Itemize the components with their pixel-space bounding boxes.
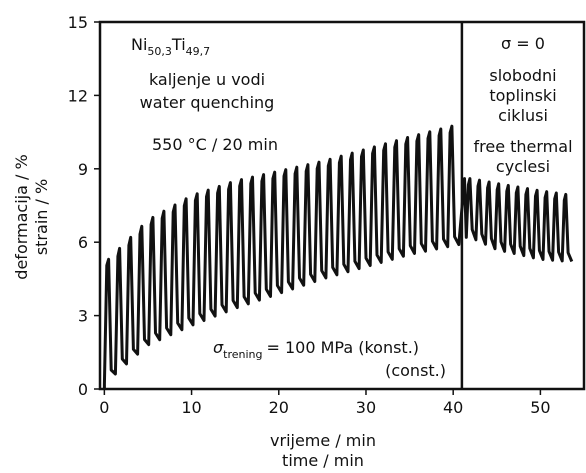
quench-label-en: water quenching bbox=[140, 93, 275, 112]
training-stress-const: (const.) bbox=[385, 361, 446, 380]
y-tick-label-12: 12 bbox=[68, 86, 88, 105]
x-tick-label-30: 30 bbox=[356, 398, 376, 417]
alloy-element-ti: Ti bbox=[171, 35, 186, 54]
y-tick-label-9: 9 bbox=[78, 160, 88, 179]
y-tick-label-0: 0 bbox=[78, 380, 88, 399]
y-tick-label-3: 3 bbox=[78, 307, 88, 326]
x-tick-label-40: 40 bbox=[443, 398, 463, 417]
free-cycles-hr-1: slobodni bbox=[489, 66, 556, 85]
quench-label-hr: kaljenje u vodi bbox=[149, 70, 265, 89]
series-layer bbox=[102, 124, 574, 389]
heat-treatment-label: 550 °C / 20 min bbox=[152, 135, 278, 154]
plot-frame bbox=[98, 20, 586, 391]
strain-curve bbox=[102, 124, 574, 389]
alloy-sub-ti: 49,7 bbox=[186, 45, 211, 58]
x-tick-label-50: 50 bbox=[530, 398, 550, 417]
y-tick-label-6: 6 bbox=[78, 233, 88, 252]
stress-value: = 100 MPa (konst.) bbox=[266, 338, 419, 357]
alloy-element-ni: Ni bbox=[131, 35, 147, 54]
y-tick-label-15: 15 bbox=[68, 13, 88, 32]
x-axis-title-line1: vrijeme / min bbox=[270, 431, 376, 450]
x-tick-label-0: 0 bbox=[99, 398, 109, 417]
alloy-sub-ni: 50,3 bbox=[147, 45, 172, 58]
y-axis-title-line1: deformacija / % bbox=[12, 154, 31, 279]
axis-ticks: 0 10 20 30 40 50 0 3 6 9 12 15 bbox=[68, 13, 551, 417]
y-axis-title-line2: strain / % bbox=[32, 179, 51, 255]
free-cycles-hr-2: toplinski bbox=[489, 86, 556, 105]
free-cycles-en-2: cyclesi bbox=[496, 157, 550, 176]
x-tick-label-20: 20 bbox=[269, 398, 289, 417]
free-cycles-en-1: free thermal bbox=[473, 137, 572, 156]
stress-sigma-subscript: trening bbox=[223, 348, 262, 361]
training-stress-label: σtrening = 100 MPa (konst.) bbox=[213, 338, 419, 361]
free-cycles-hr-3: ciklusi bbox=[498, 106, 548, 125]
x-tick-label-10: 10 bbox=[181, 398, 201, 417]
x-axis-title-line2: time / min bbox=[282, 451, 364, 470]
alloy-label: Ni50,3Ti49,7 bbox=[131, 35, 210, 58]
stress-sigma-symbol: σ bbox=[213, 338, 224, 357]
sigma-zero-label: σ = 0 bbox=[501, 34, 545, 53]
